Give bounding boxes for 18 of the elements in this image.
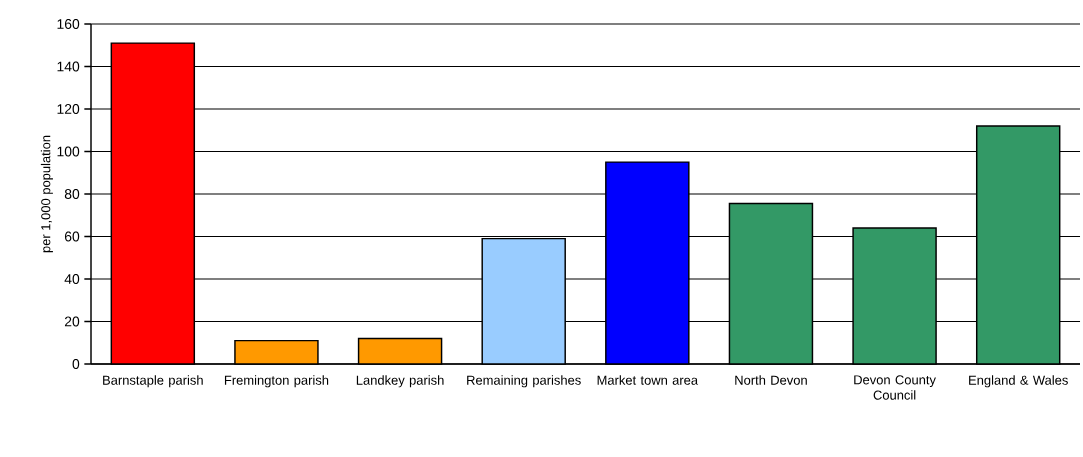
y-tick-label: 140 (57, 61, 80, 72)
x-tick-label: Remaining parishes (467, 375, 581, 388)
y-tick-label: 60 (64, 231, 80, 242)
x-tick-label: Barnstaple parish (103, 375, 203, 388)
y-tick-label: 80 (64, 189, 80, 199)
x-tick-label: Landkey parish (356, 375, 444, 388)
y-tick-label: 0 (72, 359, 80, 369)
y-tick-label: 160 (57, 19, 80, 29)
x-tick-label: Fremington parish (224, 375, 329, 388)
x-tick-label: North Devon (735, 375, 807, 385)
y-tick-label: 100 (57, 146, 80, 157)
y-tick-label: 120 (57, 104, 80, 114)
x-tick-label: Market town area (597, 375, 699, 385)
x-tick-label: Devon County Council (854, 375, 936, 400)
x-tick-label: England & Wales (969, 375, 1068, 388)
y-tick-label: 20 (64, 316, 80, 327)
y-axis-title: per 1,000 population (40, 135, 53, 253)
y-tick-label: 40 (64, 274, 80, 284)
